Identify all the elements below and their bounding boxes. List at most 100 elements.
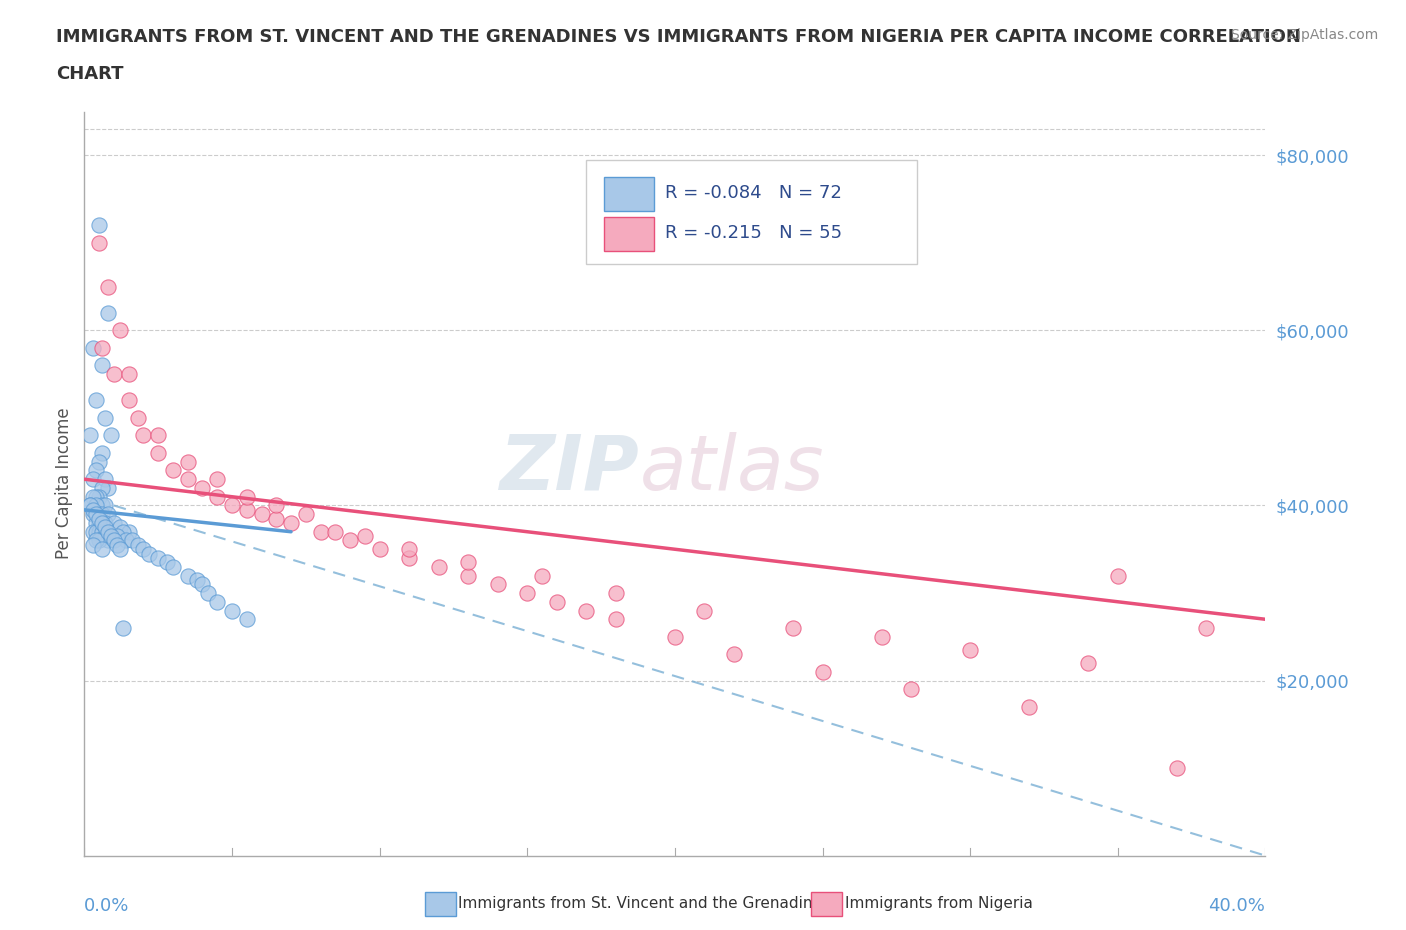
Point <box>177 472 200 486</box>
Point <box>398 542 420 557</box>
Point <box>266 512 288 526</box>
Text: CHART: CHART <box>56 65 124 83</box>
Point <box>91 515 114 530</box>
Point <box>811 664 834 679</box>
Text: Source: ZipAtlas.com: Source: ZipAtlas.com <box>1230 28 1378 42</box>
Point <box>108 520 131 535</box>
Point <box>295 507 318 522</box>
Point <box>111 620 134 635</box>
Point <box>87 454 111 469</box>
Point <box>207 472 229 486</box>
Point <box>959 643 981 658</box>
Point <box>546 594 568 609</box>
Point <box>91 445 114 460</box>
Point <box>97 279 120 294</box>
Point <box>127 538 149 552</box>
Point <box>782 620 804 635</box>
Text: 40.0%: 40.0% <box>1209 897 1265 914</box>
Point <box>1018 699 1040 714</box>
Point <box>105 538 128 552</box>
Point <box>148 445 170 460</box>
Point <box>82 472 104 486</box>
Point <box>91 498 114 513</box>
Point <box>87 533 111 548</box>
Point <box>398 551 420 565</box>
Point <box>94 515 117 530</box>
Point <box>94 472 117 486</box>
Text: Immigrants from Nigeria: Immigrants from Nigeria <box>845 897 1033 911</box>
Point <box>236 502 259 517</box>
Point <box>84 463 107 478</box>
Point <box>575 603 598 618</box>
Point <box>900 682 922 697</box>
Point <box>177 568 200 583</box>
Point <box>368 542 391 557</box>
Point <box>138 546 160 561</box>
Point <box>84 533 107 548</box>
Point <box>870 630 893 644</box>
Point <box>87 512 111 526</box>
Point <box>427 559 450 574</box>
Point <box>207 594 229 609</box>
Point <box>605 612 627 627</box>
Point <box>91 340 114 355</box>
Point <box>97 525 120 539</box>
Point <box>91 515 114 530</box>
Point <box>280 515 302 530</box>
Point <box>605 586 627 601</box>
Point <box>111 525 134 539</box>
Point <box>1107 568 1129 583</box>
Point <box>91 507 114 522</box>
Point <box>82 502 104 517</box>
Point <box>94 520 117 535</box>
Point <box>82 489 104 504</box>
Point <box>156 555 179 570</box>
Point <box>162 559 184 574</box>
Point <box>87 218 111 232</box>
Point <box>723 647 745 662</box>
Point <box>91 481 114 496</box>
Point <box>79 498 101 513</box>
Point <box>97 533 120 548</box>
FancyBboxPatch shape <box>586 160 917 264</box>
Point <box>84 515 107 530</box>
Text: atlas: atlas <box>640 432 824 506</box>
Point <box>186 573 208 588</box>
Point <box>91 525 114 539</box>
Point <box>250 507 273 522</box>
Point <box>84 525 107 539</box>
Point <box>118 366 141 381</box>
Point <box>84 489 107 504</box>
Point <box>693 603 716 618</box>
Point <box>309 525 332 539</box>
Text: R = -0.215   N = 55: R = -0.215 N = 55 <box>665 224 842 242</box>
Point <box>114 533 136 548</box>
Point <box>87 507 111 522</box>
Point <box>191 577 214 591</box>
Point <box>82 538 104 552</box>
Point <box>132 542 155 557</box>
Point <box>100 428 122 443</box>
Text: R = -0.084   N = 72: R = -0.084 N = 72 <box>665 184 842 203</box>
Point <box>132 428 155 443</box>
FancyBboxPatch shape <box>605 217 654 251</box>
Point <box>82 525 104 539</box>
Point <box>221 603 243 618</box>
Point <box>531 568 554 583</box>
Point <box>84 507 107 522</box>
Point <box>664 630 686 644</box>
Point <box>97 481 120 496</box>
Point <box>79 498 101 513</box>
Point <box>1166 761 1188 776</box>
Point <box>118 393 141 408</box>
Point <box>94 410 117 425</box>
Point <box>108 323 131 338</box>
Point <box>118 525 141 539</box>
Point <box>103 533 125 548</box>
Point <box>516 586 538 601</box>
Point <box>87 489 111 504</box>
Point <box>1077 656 1099 671</box>
Point <box>127 410 149 425</box>
Point <box>84 498 107 513</box>
Point <box>108 542 131 557</box>
